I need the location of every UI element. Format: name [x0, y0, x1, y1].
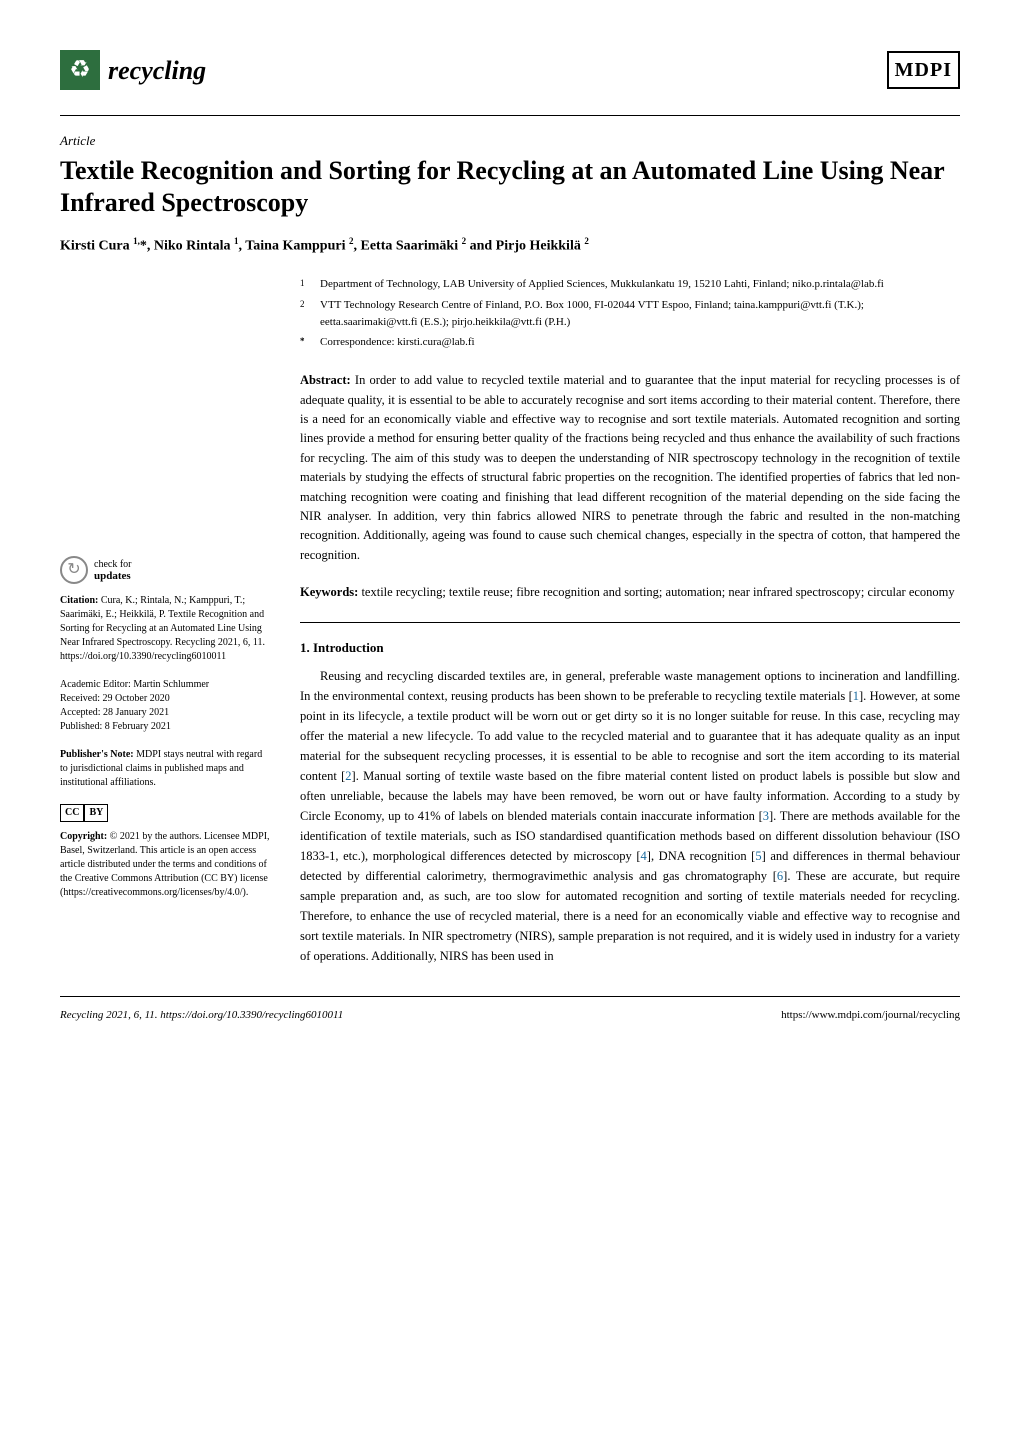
article-authors: Kirsti Cura 1,*, Niko Rintala 1, Taina K…	[60, 235, 960, 257]
sidebar: ↻ check for updates Citation: Cura, K.; …	[60, 276, 270, 966]
footer-citation: Recycling 2021, 6, 11. https://doi.org/1…	[60, 1007, 343, 1024]
check-icon: ↻	[60, 556, 88, 584]
abstract: Abstract: In order to add value to recyc…	[300, 371, 960, 565]
affil-1-text: Department of Technology, LAB University…	[320, 276, 884, 294]
section-1-body: Reusing and recycling discarded textiles…	[300, 666, 960, 966]
citation-block: Citation: Cura, K.; Rintala, N.; Kamppur…	[60, 594, 270, 664]
cc-license-badge[interactable]: CC BY	[60, 804, 108, 822]
corr-text: Correspondence: kirsti.cura@lab.fi	[320, 334, 475, 352]
affiliation-1: 1 Department of Technology, LAB Universi…	[300, 276, 960, 294]
body-p7: ]. These are accurate, but require sampl…	[300, 869, 960, 963]
abstract-label: Abstract:	[300, 373, 351, 387]
received-text: 29 October 2020	[102, 693, 169, 704]
affil-2-text: VTT Technology Research Centre of Finlan…	[320, 297, 960, 332]
dates-block: Academic Editor: Martin Schlummer Receiv…	[60, 678, 270, 734]
recycle-icon: ♻	[60, 50, 100, 90]
corr-num: *	[300, 336, 305, 346]
published-label: Published:	[60, 721, 102, 732]
keywords-text: textile recycling; textile reuse; fibre …	[361, 585, 954, 599]
affil-1-num: 1	[300, 278, 305, 288]
page-header: ♻ recycling MDPI	[60, 50, 960, 90]
citation-label: Citation:	[60, 595, 98, 606]
section-1-heading: 1. Introduction	[300, 638, 960, 658]
editor-text: Martin Schlummer	[133, 679, 209, 690]
affil-2-num: 2	[300, 299, 305, 309]
publishers-note-label: Publisher's Note:	[60, 749, 134, 760]
footer-url[interactable]: https://www.mdpi.com/journal/recycling	[781, 1007, 960, 1024]
check-updates-badge[interactable]: ↻ check for updates	[60, 556, 270, 584]
copyright-block: Copyright: © 2021 by the authors. Licens…	[60, 830, 270, 900]
journal-logo: ♻ recycling	[60, 50, 206, 90]
check-bold: updates	[94, 570, 131, 582]
publishers-note-block: Publisher's Note: MDPI stays neutral wit…	[60, 748, 270, 790]
header-divider	[60, 115, 960, 116]
abstract-text: In order to add value to recycled textil…	[300, 373, 960, 561]
check-label: check for	[94, 559, 131, 570]
keywords: Keywords: textile recycling; textile reu…	[300, 583, 960, 602]
check-updates-text: check for updates	[94, 559, 131, 582]
article-type: Article	[60, 131, 960, 151]
correspondence: * Correspondence: kirsti.cura@lab.fi	[300, 334, 960, 352]
published-text: 8 February 2021	[105, 721, 171, 732]
received-label: Received:	[60, 693, 100, 704]
body-p5: ], DNA recognition [	[647, 849, 756, 863]
affiliation-2: 2 VTT Technology Research Centre of Finl…	[300, 297, 960, 332]
accepted-label: Accepted:	[60, 707, 101, 718]
page-footer: Recycling 2021, 6, 11. https://doi.org/1…	[60, 996, 960, 1024]
main-content: 1 Department of Technology, LAB Universi…	[300, 276, 960, 966]
keywords-label: Keywords:	[300, 585, 358, 599]
accepted-text: 28 January 2021	[103, 707, 169, 718]
affiliations: 1 Department of Technology, LAB Universi…	[300, 276, 960, 351]
editor-label: Academic Editor:	[60, 679, 131, 690]
publisher-logo: MDPI	[887, 51, 960, 89]
by-icon: BY	[84, 804, 108, 822]
content-wrapper: ↻ check for updates Citation: Cura, K.; …	[60, 276, 960, 966]
copyright-label: Copyright:	[60, 831, 107, 842]
cc-icon: CC	[60, 804, 84, 822]
section-divider	[300, 622, 960, 623]
article-title: Textile Recognition and Sorting for Recy…	[60, 155, 960, 220]
journal-name: recycling	[108, 51, 206, 90]
